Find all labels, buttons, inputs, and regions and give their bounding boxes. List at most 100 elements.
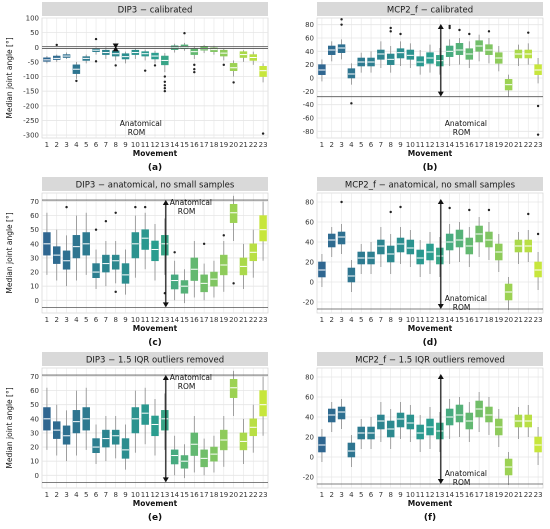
outlier-point — [65, 205, 68, 209]
box-iqr — [92, 263, 100, 279]
x-tick-label: 17 — [200, 316, 209, 324]
x-tick-label: 5 — [359, 316, 363, 324]
x-tick-label: 15 — [455, 316, 464, 324]
y-tick-label: 70 — [30, 373, 39, 381]
panel-label: (e) — [148, 513, 162, 523]
panel-label: (a) — [148, 163, 162, 173]
outlier-point — [134, 205, 137, 209]
outlier-point — [163, 80, 167, 84]
box-iqr — [170, 449, 179, 465]
x-tick-label: 2 — [55, 491, 59, 499]
x-tick-label: 8 — [388, 316, 392, 324]
box-iqr — [141, 229, 149, 250]
x-tick-label: 15 — [455, 491, 464, 499]
box-iqr — [229, 63, 238, 71]
outlier-point — [173, 251, 176, 254]
x-tick-label: 2 — [330, 491, 334, 499]
x-tick-label: 6 — [369, 491, 374, 499]
outlier-point — [340, 200, 343, 204]
box-iqr — [62, 250, 71, 270]
x-tick-label: 4 — [74, 316, 79, 324]
y-tick-label: 0 — [35, 472, 39, 480]
x-tick-label: 4 — [349, 491, 354, 499]
x-tick-label: 11 — [141, 141, 150, 149]
box-iqr — [121, 438, 130, 459]
x-tick-label: 23 — [534, 316, 543, 324]
box-iqr — [161, 410, 169, 431]
box-iqr — [131, 232, 140, 259]
box-iqr — [406, 49, 415, 60]
x-tick-label: 10 — [131, 316, 140, 324]
x-tick-label: 10 — [131, 141, 140, 149]
box-iqr — [406, 239, 415, 255]
y-tick-label: -20 — [303, 299, 314, 307]
x-tick-label: 3 — [339, 141, 343, 149]
y-tick-label: -20 — [303, 88, 314, 96]
box-iqr — [52, 55, 61, 60]
x-tick-label: 12 — [426, 491, 435, 499]
x-tick-label: 18 — [209, 141, 218, 149]
y-tick-label: 0 — [35, 44, 39, 52]
x-tick-label: 3 — [64, 316, 68, 324]
box-iqr — [111, 254, 120, 270]
x-tick-label: 20 — [229, 316, 238, 324]
x-tick-label: 16 — [190, 141, 199, 149]
x-tick-label: 16 — [190, 316, 199, 324]
x-tick-label: 16 — [465, 491, 474, 499]
x-tick-label: 23 — [259, 491, 268, 499]
rom-annotation-line1: Anatomical — [120, 119, 162, 128]
box-iqr — [62, 425, 71, 445]
x-tick-label: 6 — [94, 316, 99, 324]
outlier-point — [143, 69, 147, 72]
x-tick-label: 13 — [435, 491, 444, 499]
box-iqr — [131, 407, 140, 434]
box-iqr — [455, 229, 464, 248]
x-tick-label: 15 — [180, 491, 189, 499]
box-iqr — [141, 404, 149, 425]
y-tick-label: 0 — [35, 297, 39, 305]
x-tick-label: 16 — [190, 491, 199, 499]
x-axis-label: Movement — [133, 149, 178, 158]
outlier-point — [153, 64, 157, 67]
x-tick-label: 20 — [504, 141, 513, 149]
outlier-point — [114, 290, 117, 294]
box-iqr — [180, 280, 189, 294]
x-tick-label: 7 — [104, 491, 108, 499]
outlier-point — [143, 205, 147, 209]
x-tick-label: 17 — [475, 316, 484, 324]
rom-arrow-head-down — [437, 91, 444, 97]
x-tick-label: 4 — [74, 491, 79, 499]
panel-label: (c) — [148, 338, 162, 348]
rom-arrow-head-up — [437, 24, 444, 29]
panel-title: MCP2_f − anatomical, no small samples — [345, 181, 516, 191]
box-iqr — [170, 274, 179, 290]
x-tick-label: 2 — [55, 141, 59, 149]
box-iqr — [396, 412, 405, 428]
x-tick-label: 15 — [180, 141, 189, 149]
x-tick-label: 2 — [55, 316, 59, 324]
outlier-point — [350, 102, 353, 105]
x-tick-label: 22 — [524, 141, 533, 149]
y-tick-label: 60 — [305, 394, 314, 402]
outlier-point — [114, 64, 117, 67]
rom-annotation-line1: Anatomical — [445, 119, 487, 128]
panel-title-strip — [317, 352, 543, 366]
x-tick-label: 2 — [330, 316, 334, 324]
x-tick-label: 3 — [64, 491, 68, 499]
x-tick-label: 7 — [379, 491, 383, 499]
y-tick-label: -150 — [23, 88, 39, 96]
outlier-point — [340, 18, 343, 21]
y-tick-label: 100 — [26, 15, 39, 23]
x-tick-label: 23 — [259, 316, 268, 324]
outlier-point — [94, 37, 98, 41]
rom-annotation-line2: ROM — [453, 128, 471, 137]
y-tick-label: 50 — [30, 226, 39, 234]
outlier-point — [527, 212, 530, 216]
x-tick-label: 22 — [249, 491, 258, 499]
x-tick-label: 19 — [494, 141, 503, 149]
x-tick-label: 11 — [141, 316, 150, 324]
y-tick-label: 50 — [30, 401, 39, 409]
x-tick-label: 5 — [359, 491, 363, 499]
x-tick-label: 10 — [131, 491, 140, 499]
